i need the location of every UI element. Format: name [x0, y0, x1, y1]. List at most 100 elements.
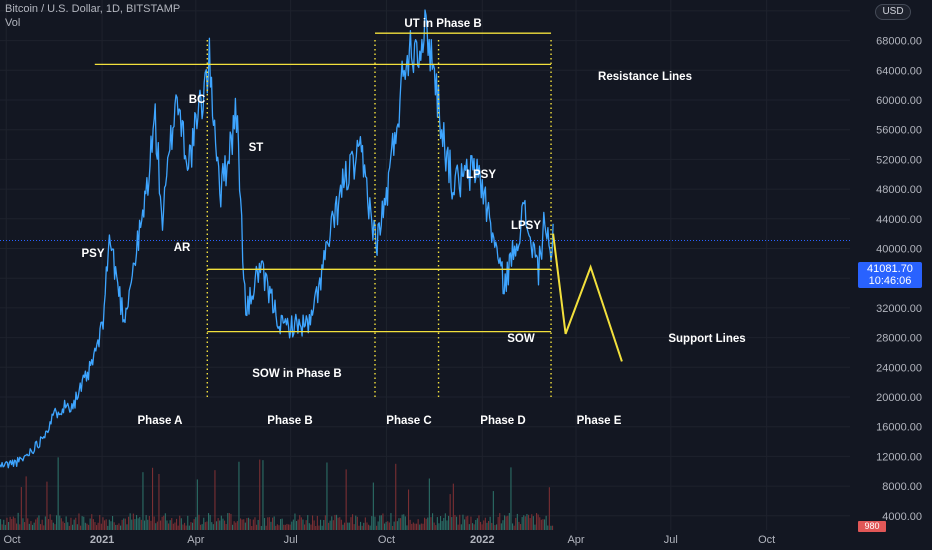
- volume-bar: [302, 519, 304, 530]
- volume-bar: [548, 487, 550, 530]
- volume-bar: [240, 518, 242, 530]
- label-phase-c: Phase C: [386, 415, 431, 427]
- volume-bar: [198, 514, 200, 530]
- volume-bar: [260, 525, 262, 530]
- volume-bar: [486, 522, 488, 530]
- price-axis-tick: 48000.00: [876, 184, 922, 196]
- volume-bar: [361, 525, 363, 530]
- price-axis-tick: 12000.00: [876, 451, 922, 463]
- volume-bar: [3, 519, 5, 530]
- volume-bar: [417, 519, 419, 530]
- volume-bar: [342, 524, 344, 530]
- volume-bar: [521, 517, 523, 530]
- volume-bar: [214, 470, 216, 530]
- volume-bar: [451, 517, 453, 530]
- volume-bar: [436, 517, 438, 530]
- volume-bar: [476, 518, 478, 530]
- volume-bar: [496, 524, 498, 530]
- volume-bar: [57, 457, 59, 530]
- price-axis-tick: 32000.00: [876, 303, 922, 315]
- volume-bar: [267, 517, 269, 530]
- volume-bar: [140, 519, 142, 530]
- volume-bar: [550, 525, 552, 530]
- volume-bar: [238, 461, 240, 530]
- volume-bar: [512, 523, 514, 530]
- volume-bar: [404, 516, 406, 530]
- volume-bar: [523, 515, 525, 530]
- volume-bar: [510, 467, 512, 530]
- volume-bar: [172, 523, 174, 530]
- volume-bar: [478, 515, 480, 530]
- volume-bar: [123, 518, 125, 530]
- currency-button[interactable]: USD: [875, 4, 911, 20]
- volume-bar: [324, 515, 326, 530]
- price-series-line[interactable]: [0, 9, 554, 469]
- volume-bar: [259, 459, 261, 530]
- volume-bar: [448, 515, 450, 530]
- volume-bar: [500, 523, 502, 530]
- volume-bar: [268, 517, 270, 530]
- volume-bar: [468, 524, 470, 530]
- volume-bar: [176, 518, 178, 530]
- projection-zigzag[interactable]: [552, 233, 623, 362]
- volume-bar: [427, 517, 429, 530]
- volume-bar: [384, 523, 386, 530]
- volume-bar: [84, 522, 86, 530]
- volume-bar: [25, 476, 27, 530]
- volume-bar: [81, 516, 83, 530]
- volume-bar: [220, 515, 222, 530]
- volume-bar: [44, 516, 46, 530]
- volume-bar: [12, 516, 14, 530]
- volume-bar: [115, 524, 117, 530]
- volume-bar: [494, 525, 496, 530]
- volume-bar: [208, 513, 210, 530]
- volume-bar: [470, 516, 472, 530]
- volume-bar: [230, 513, 232, 530]
- last-price-value: 41081.70: [867, 263, 913, 275]
- volume-bar: [379, 515, 381, 530]
- volume-bar: [160, 520, 162, 530]
- volume-bar: [452, 483, 454, 530]
- volume-bar: [475, 519, 477, 530]
- volume-bar: [467, 515, 469, 530]
- volume-bar: [27, 518, 29, 530]
- volume-bar: [283, 524, 285, 530]
- symbol-title[interactable]: Bitcoin / U.S. Dollar, 1D, BITSTAMP: [5, 3, 181, 15]
- volume-bar: [161, 516, 163, 530]
- volume-bar: [443, 517, 445, 530]
- volume-bar: [406, 525, 408, 530]
- volume-bar: [444, 513, 446, 530]
- volume-bar: [185, 525, 187, 530]
- volume-bar: [228, 513, 230, 530]
- volume-bar: [265, 525, 267, 530]
- volume-bar: [520, 524, 522, 530]
- volume-bar: [529, 518, 531, 530]
- volume-bar: [168, 523, 170, 530]
- volume-bar: [433, 522, 435, 530]
- volume-bar: [356, 516, 358, 530]
- volume-bar: [142, 472, 144, 530]
- volume-bar: [395, 463, 397, 530]
- volume-bar: [248, 517, 250, 530]
- volume-bar: [320, 519, 322, 530]
- volume-bar: [545, 515, 547, 530]
- volume-bar: [206, 521, 208, 530]
- volume-bar: [334, 514, 336, 530]
- volume-bar: [488, 521, 490, 530]
- volume-bar: [440, 516, 442, 530]
- volume-bar: [531, 514, 533, 530]
- time-axis-label: Oct: [3, 534, 20, 546]
- volume-bar: [420, 523, 422, 530]
- volume-bar: [270, 521, 272, 530]
- volume-bar: [401, 514, 403, 530]
- volume-bar: [428, 478, 430, 530]
- volume-bar: [182, 524, 184, 530]
- volume-bar: [408, 489, 410, 530]
- volume-bar: [492, 491, 494, 530]
- volume-bar: [316, 515, 318, 530]
- volume-indicator-label[interactable]: Vol: [5, 17, 21, 29]
- volume-bar: [536, 513, 538, 530]
